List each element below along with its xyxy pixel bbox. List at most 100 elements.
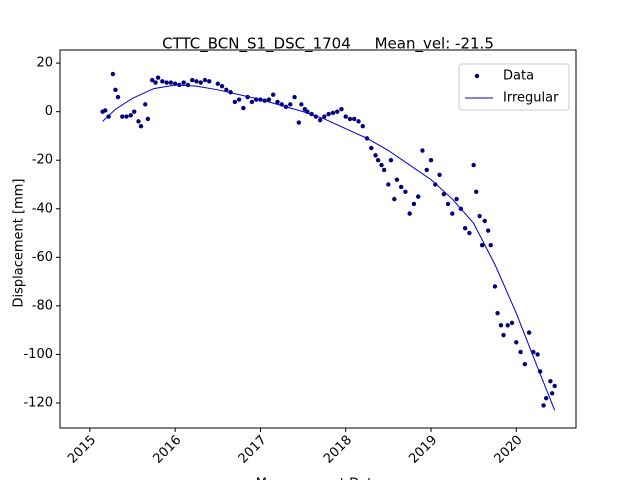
data-point [379,162,384,168]
data-point [369,145,374,151]
data-point [485,228,491,233]
data-point [124,114,129,119]
data-point [224,87,229,93]
data-point [388,158,394,163]
data-point [275,99,280,105]
data-point [398,184,404,190]
data-point [454,196,459,202]
y-tick-label: -80 [32,298,53,313]
data-point [266,97,272,102]
data-point [347,116,353,122]
data-point [381,167,387,173]
data-point [330,110,336,116]
data-point [509,320,515,326]
data-point [236,97,242,102]
data-point [501,332,506,338]
y-tick-label: -40 [32,201,53,216]
data-point [488,242,493,248]
legend-label: Data [503,69,534,84]
data-point [479,242,485,248]
data-point [110,71,116,77]
data-point [128,113,133,118]
data-point [164,80,169,85]
data-point [441,192,447,197]
data-point [498,323,504,328]
data-point [467,230,472,236]
data-point [394,177,400,182]
data-point [552,383,557,389]
data-point [360,124,365,129]
data-point [106,114,111,119]
data-point [339,107,344,112]
data-point [113,87,118,93]
x-axis-label: Measurement Date [256,477,380,480]
data-point [437,172,442,177]
chart-title: CTTC_BCN_S1_DSC_1704 Mean_vel: -21.5 [162,35,494,54]
data-point [445,201,451,207]
data-point [189,77,195,83]
data-point [522,361,528,367]
data-point [194,79,199,84]
data-point [482,218,487,224]
data-point [356,119,361,124]
data-point [505,323,510,328]
data-point [168,80,174,85]
data-point [120,114,125,119]
data-point [326,111,331,117]
fit-line [102,84,556,411]
data-point [232,99,238,105]
data-point [155,75,161,80]
data-point [317,117,323,123]
data-point [424,167,429,173]
data-point [420,148,425,153]
data-point [495,310,500,316]
data-point [181,80,186,85]
data-point [132,109,137,114]
data-point [433,182,438,187]
data-point [296,120,302,125]
data-point [292,94,297,100]
data-point [416,194,421,199]
data-point [271,92,276,97]
data-point [541,403,546,408]
data-point [241,105,246,111]
y-axis-label: Displacement [mm] [12,179,27,308]
data-point [386,182,391,187]
data-point [202,77,208,83]
data-point [138,124,144,129]
data-point [145,116,151,122]
data-point [299,102,304,107]
data-point [492,284,498,289]
data-point [160,79,165,84]
data-point [198,80,203,85]
data-point [474,189,479,194]
data-point [518,349,523,355]
y-tick-label: 0 [45,104,53,119]
data-point [392,196,397,202]
data-point [215,81,220,86]
data-point [543,395,549,401]
data-point [288,102,293,107]
legend-label: Irregular [503,91,559,106]
data-point [411,201,417,207]
data-point [428,158,434,163]
data-point [403,189,408,194]
y-tick-label: -20 [32,153,53,168]
axes-frame [59,49,577,429]
data-point [334,109,340,114]
data-point [143,102,148,107]
data-point [103,108,108,113]
data-point [219,83,225,89]
data-point [450,211,455,216]
y-tick-label: 20 [36,56,53,71]
data-point [407,211,412,216]
data-point [322,114,327,119]
data-point [548,378,553,384]
data-point [471,162,476,168]
data-point [373,153,378,158]
data-point [153,80,158,85]
y-tick-label: -120 [23,395,53,410]
data-point [185,82,191,88]
